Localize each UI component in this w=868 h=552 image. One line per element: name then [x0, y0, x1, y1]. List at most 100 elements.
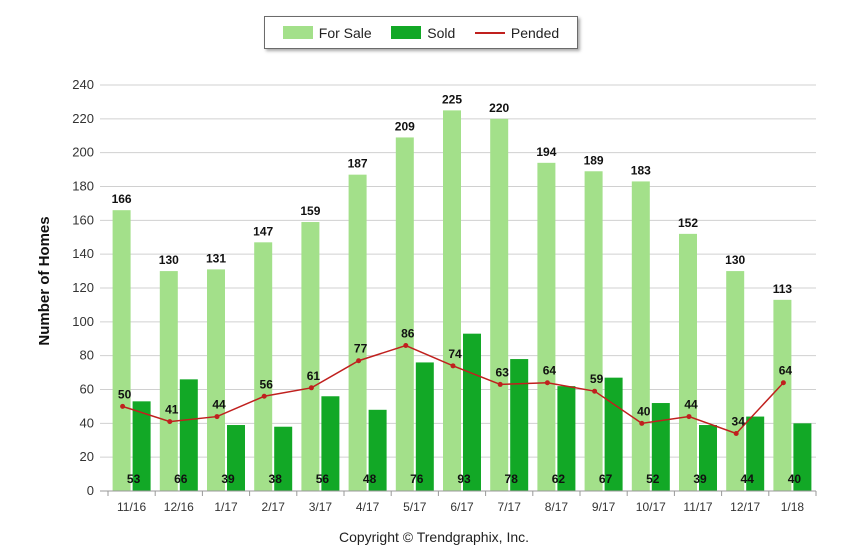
for-sale-value-label: 189 [584, 153, 604, 167]
y-tick-label: 180 [72, 179, 94, 194]
x-tick-label: 1/17 [214, 500, 238, 514]
pended-point [356, 358, 362, 364]
for-sale-bar [679, 233, 697, 491]
y-axis-label: Number of Homes [36, 216, 53, 345]
sold-bar [274, 426, 293, 491]
x-tick-label: 11/17 [683, 500, 712, 514]
sold-value-label: 48 [363, 472, 377, 486]
sold-value-label: 62 [552, 472, 566, 486]
x-tick-label: 8/17 [545, 500, 569, 514]
sold-value-label: 39 [693, 472, 707, 486]
for-sale-bar [773, 299, 792, 491]
for-sale-value-label: 225 [442, 92, 462, 106]
pended-value-label: 77 [354, 342, 368, 356]
x-tick-label: 2/17 [262, 500, 286, 514]
x-tick-label: 7/17 [498, 500, 522, 514]
sold-bar [604, 377, 623, 491]
x-axis: 11/16 12/16 1/17 2/17 3/17 4/17 5/17 6/17 7/17 8/… [107, 490, 817, 514]
pended-value-label: 59 [590, 372, 604, 386]
sold-bar [415, 362, 434, 491]
for-sale-bar [726, 271, 745, 491]
y-tick-label: 20 [80, 449, 94, 464]
sold-value-label: 67 [599, 472, 613, 486]
pended-value-label: 34 [732, 414, 746, 428]
for-sale-value-label: 152 [678, 216, 698, 230]
for-sale-value-label: 159 [300, 204, 320, 218]
pended-value-label: 61 [307, 369, 321, 383]
for-sale-bar [207, 269, 225, 491]
sold-bar [651, 403, 670, 491]
sold-value-label: 53 [127, 472, 141, 486]
y-tick-label: 40 [80, 415, 94, 430]
pended-value-label: 64 [543, 364, 557, 378]
x-tick-label: 12/17 [730, 500, 760, 514]
pended-value-label: 64 [779, 364, 793, 378]
for-sale-bar [443, 110, 461, 491]
sold-bar [321, 396, 340, 491]
bars [112, 110, 812, 492]
for-sale-value-label: 183 [631, 163, 651, 177]
sold-bar [368, 409, 387, 491]
y-tick-label: 220 [72, 111, 94, 126]
for-sale-value-label: 194 [536, 145, 556, 159]
y-axis-ticks: 0 20 40 60 80 100 120 140 160 180 200 220 240 [72, 77, 94, 498]
for-sale-bar [112, 210, 131, 491]
for-sale-bar [537, 162, 556, 492]
pended-point [639, 420, 645, 426]
pended-value-label: 63 [496, 365, 510, 379]
legend-label-pended: Pended [510, 24, 560, 41]
legend-item-pended[interactable]: Pended [474, 24, 560, 41]
for-sale-bar [159, 271, 178, 491]
sold-bar [746, 416, 765, 491]
for-sale-bar [631, 181, 650, 492]
pended-value-label: 74 [448, 347, 462, 361]
x-tick-label: 3/17 [309, 500, 333, 514]
pended-value-label: 40 [637, 404, 651, 418]
x-tick-label: 10/17 [636, 500, 666, 514]
y-tick-label: 120 [72, 280, 94, 295]
for-sale-bar [584, 171, 603, 491]
y-tick-label: 0 [87, 483, 94, 498]
x-tick-label: 6/17 [450, 500, 474, 514]
for-sale-bar [301, 222, 320, 491]
sold-value-label: 66 [174, 472, 188, 486]
pended-point [214, 414, 220, 420]
x-tick-label: 1/18 [781, 500, 805, 514]
pended-swatch [474, 31, 505, 34]
sold-bar [699, 425, 717, 491]
for-sale-value-label: 130 [159, 253, 179, 267]
legend-label-sold: Sold [427, 24, 456, 41]
y-tick-label: 80 [80, 348, 94, 363]
for-sale-bar [254, 242, 273, 491]
for-sale-value-label: 131 [206, 251, 226, 265]
y-tick-label: 240 [72, 77, 94, 92]
x-tick-label: 9/17 [592, 500, 616, 514]
legend-item-sold[interactable]: Sold [391, 25, 455, 41]
sold-value-label: 78 [505, 472, 519, 486]
pended-value-label: 44 [212, 398, 226, 412]
sold-bar [793, 423, 812, 491]
sold-bar [510, 359, 529, 491]
pended-point [497, 381, 503, 387]
x-tick-label: 4/17 [356, 500, 380, 514]
legend-item-for-sale[interactable]: For Sale [282, 25, 372, 41]
sold-value-label: 44 [741, 472, 755, 486]
for-sale-value-label: 130 [725, 253, 745, 267]
copyright-text: Copyright © Trendgraphix, Inc. [338, 529, 530, 545]
y-tick-label: 140 [72, 246, 94, 261]
x-tick-label: 11/16 [117, 500, 146, 514]
pended-value-label: 44 [684, 398, 698, 412]
for-sale-bar [395, 137, 414, 492]
pended-value-label: 41 [165, 403, 179, 417]
sold-bar [557, 386, 576, 491]
sold-value-label: 76 [410, 472, 424, 486]
for-sale-swatch [282, 26, 313, 39]
pended-point [544, 380, 550, 386]
pended-point [733, 430, 739, 436]
for-sale-bar [490, 118, 509, 491]
pended-point [592, 388, 598, 394]
sold-value-label: 56 [316, 472, 330, 486]
sold-value-label: 52 [646, 472, 660, 486]
pended-point [167, 419, 173, 425]
